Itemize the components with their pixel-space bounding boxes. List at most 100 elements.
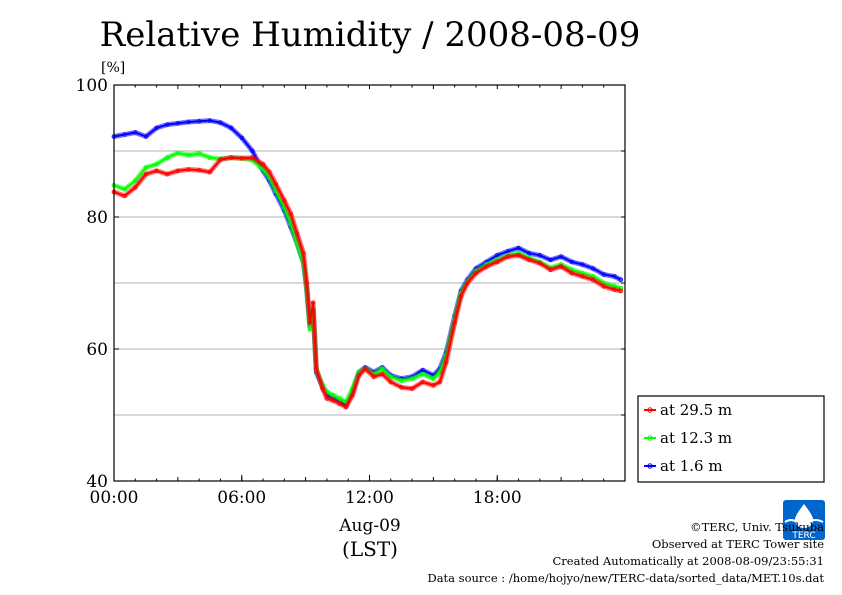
- footer-site: Observed at TERC Tower site: [651, 537, 824, 551]
- series-point: [437, 379, 442, 385]
- series-point: [154, 162, 159, 167]
- x-axis-ticks: 00:00 06:00 12:00 18:00: [90, 85, 626, 508]
- series-point: [618, 288, 623, 294]
- legend-box: [637, 395, 825, 483]
- series-point: [612, 274, 617, 279]
- series-point: [612, 287, 617, 292]
- series-point: [260, 162, 266, 167]
- legend-label: at 1.6 m: [660, 457, 723, 475]
- series-point: [320, 386, 325, 391]
- series-point: [399, 385, 404, 390]
- y-axis-ticks: 40 60 80 100: [76, 76, 625, 492]
- series-point: [337, 396, 342, 401]
- series-point: [197, 151, 202, 156]
- legend-label: at 29.5 m: [660, 401, 732, 419]
- footer-copyright: ©TERC, Univ. Tsukuba: [690, 520, 824, 534]
- series-point: [431, 376, 436, 381]
- series-point: [380, 366, 385, 371]
- series-point: [420, 379, 425, 385]
- series-point: [207, 155, 212, 160]
- series-point: [516, 245, 521, 251]
- series-point: [527, 257, 532, 263]
- series-point: [537, 261, 542, 266]
- series-point: [165, 171, 170, 177]
- series-point: [282, 198, 287, 203]
- series-point: [331, 393, 336, 398]
- series-point: [250, 155, 255, 160]
- series-point: [569, 270, 574, 276]
- series-point: [558, 254, 564, 259]
- series-point: [337, 401, 342, 406]
- legend-label: at 12.3 m: [660, 429, 732, 447]
- series-layer: [111, 118, 624, 410]
- series-point: [350, 393, 355, 398]
- legend-marker: [647, 463, 653, 469]
- series-point: [331, 398, 336, 403]
- series-point: [618, 277, 623, 282]
- series-line-1: [113, 152, 622, 403]
- series-point: [250, 148, 255, 154]
- series-point: [122, 193, 127, 199]
- series-point: [186, 119, 191, 125]
- series-point: [601, 284, 606, 289]
- series-point: [388, 379, 393, 385]
- series-point: [580, 262, 585, 267]
- series-point: [186, 152, 191, 158]
- series-point: [133, 178, 138, 183]
- series-band-1: [111, 150, 624, 405]
- series-point: [537, 253, 542, 258]
- series-point: [165, 155, 170, 160]
- series-point: [267, 169, 272, 175]
- series-point: [371, 374, 376, 379]
- series-point: [324, 396, 330, 401]
- series-point: [228, 125, 234, 131]
- y-tick-label: 40: [86, 472, 108, 492]
- series-point: [165, 122, 170, 127]
- series-point: [239, 135, 244, 140]
- series-point: [186, 167, 191, 172]
- series-point: [218, 120, 223, 125]
- x-tick-label: 00:00: [90, 488, 139, 508]
- series-point: [363, 366, 368, 371]
- series-point: [307, 327, 313, 332]
- series-point: [388, 374, 393, 379]
- series-point: [133, 185, 138, 190]
- series-point: [175, 121, 181, 126]
- series-point: [207, 169, 212, 175]
- series-point: [218, 157, 223, 162]
- series-point: [304, 280, 309, 286]
- x-tick-label: 12:00: [345, 488, 394, 508]
- legend: at 29.5 m at 12.3 m at 1.6 m: [637, 395, 825, 483]
- footer-created: Created Automatically at 2008-08-09/23:5…: [552, 554, 825, 568]
- footer-source: Data source : /home/hojyo/new/TERC-data/…: [427, 571, 824, 585]
- x-tick-label: 18:00: [473, 488, 522, 508]
- series-point: [580, 274, 585, 279]
- chart-title: Relative Humidity / 2008-08-09: [100, 15, 641, 55]
- series-point: [228, 155, 234, 160]
- series-point: [431, 383, 436, 388]
- series-point: [175, 168, 181, 173]
- series-point: [273, 181, 278, 187]
- series-point: [505, 254, 511, 259]
- series-point: [548, 267, 553, 272]
- series-point: [495, 253, 500, 258]
- series-point: [197, 167, 202, 173]
- logo-text: TERC: [791, 531, 815, 540]
- series-point: [197, 119, 202, 124]
- series-point: [495, 259, 500, 265]
- series-point: [409, 376, 415, 381]
- series-point: [143, 134, 149, 139]
- footer: ©TERC, Univ. Tsukuba Observed at TERC To…: [427, 519, 824, 587]
- series-point: [569, 259, 574, 265]
- series-point: [516, 253, 521, 258]
- series-point: [452, 320, 457, 325]
- series-point: [307, 320, 313, 325]
- series-point: [399, 378, 404, 383]
- x-axis-timezone-label: (LST): [342, 537, 398, 561]
- series-point: [601, 272, 606, 277]
- series-point: [420, 371, 425, 377]
- series-point: [294, 231, 300, 236]
- series-point: [473, 270, 479, 276]
- series-point: [143, 165, 149, 170]
